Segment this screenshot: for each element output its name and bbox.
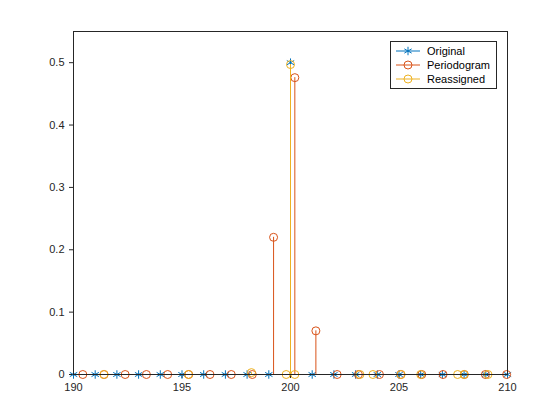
svg-text:210: 210 — [498, 381, 516, 393]
svg-text:0: 0 — [58, 368, 64, 380]
svg-text:205: 205 — [390, 381, 408, 393]
svg-text:195: 195 — [173, 381, 191, 393]
html-text:Periodogram: Periodogram — [427, 59, 490, 71]
svg-text:0.1: 0.1 — [49, 306, 64, 318]
html-text:Reassigned: Reassigned — [427, 73, 486, 85]
svg-text:0.5: 0.5 — [49, 56, 64, 68]
svg-text:200: 200 — [281, 381, 299, 393]
html-text:Original: Original — [427, 45, 465, 57]
svg-text:0.2: 0.2 — [49, 243, 64, 255]
svg-text:190: 190 — [64, 381, 82, 393]
svg-text:0.3: 0.3 — [49, 181, 64, 193]
svg-text:0.4: 0.4 — [49, 119, 64, 131]
